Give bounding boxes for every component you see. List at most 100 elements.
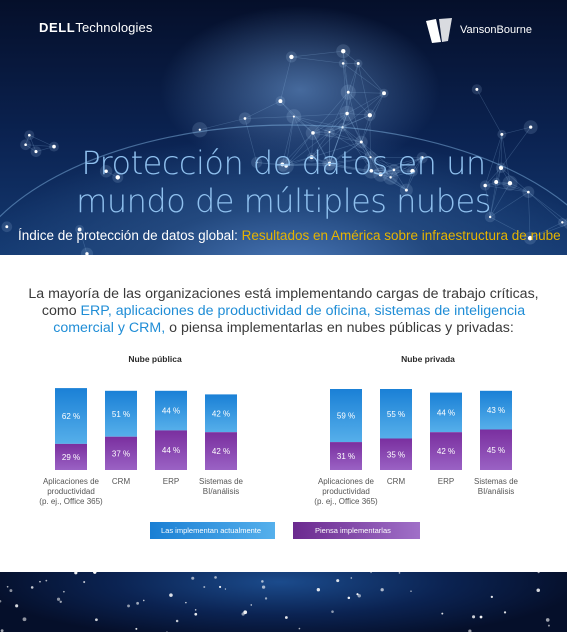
globe-horizon (0, 124, 567, 218)
category-label: ERP (163, 477, 179, 486)
light-dot (77, 227, 82, 232)
light-dot (30, 586, 34, 589)
light-dot (537, 572, 540, 574)
light-dot (359, 140, 363, 144)
light-dot (479, 615, 483, 619)
data-label-planned: 42 % (212, 447, 230, 456)
light-dot (370, 572, 372, 574)
light-dot (83, 581, 86, 584)
light-dot (507, 180, 513, 186)
light-dot (45, 579, 48, 582)
light-dot (536, 588, 540, 592)
light-dot (483, 183, 487, 188)
light-dot (194, 609, 197, 611)
bar-implemented (155, 390, 187, 431)
light-dot (6, 585, 9, 588)
page-subtitle: Índice de protección de datos global: Re… (18, 228, 561, 243)
light-dot (357, 594, 361, 598)
data-label-implemented: 62 % (62, 412, 80, 421)
vansonbourne-logo: VansonBourne (424, 15, 532, 45)
data-label-planned: 35 % (387, 450, 405, 459)
light-dot (380, 588, 384, 592)
data-label-planned: 29 % (62, 453, 80, 462)
network-lights-background (0, 572, 550, 632)
light-dot (527, 235, 533, 241)
data-label-implemented: 55 % (387, 410, 405, 419)
light-dot (34, 150, 38, 154)
light-dot (311, 131, 315, 135)
light-dot (392, 168, 396, 172)
light-dot (104, 169, 108, 173)
light-dot (0, 629, 4, 632)
light-dot (95, 618, 98, 622)
light-dot (224, 588, 227, 590)
data-label-implemented: 42 % (212, 409, 230, 418)
light-dot (264, 597, 268, 600)
category-label: Aplicaciones de productividad (p. ej., Off… (39, 477, 103, 506)
light-dot (22, 617, 27, 622)
data-label-planned: 44 % (162, 446, 180, 455)
bar-implemented (380, 389, 412, 439)
light-dot (382, 91, 386, 96)
light-dot (490, 595, 494, 599)
light-dot (39, 580, 41, 583)
chart-title: Nube privada (401, 354, 455, 364)
light-dot (255, 161, 258, 164)
category-label: CRM (387, 477, 406, 486)
light-dot (5, 225, 9, 229)
light-dot (115, 175, 121, 180)
bar-implemented (105, 390, 137, 437)
light-dot (284, 616, 288, 619)
light-dot (347, 596, 351, 600)
light-dot (345, 111, 349, 116)
network-lines (25, 50, 567, 254)
light-dot (545, 618, 550, 622)
light-dot (250, 604, 252, 606)
light-dot (350, 577, 353, 579)
light-dot (331, 610, 334, 613)
light-dot (93, 572, 97, 574)
bar-implemented (330, 389, 362, 443)
light-dot (74, 572, 78, 575)
light-dot (500, 132, 504, 136)
light-dot (241, 612, 245, 616)
light-dot (378, 172, 383, 177)
light-dot (527, 190, 530, 194)
bar-implemented (205, 394, 237, 433)
light-dot (175, 619, 179, 623)
light-dot (346, 90, 350, 94)
light-dot (261, 580, 264, 583)
page-title: Protección de datos en un mundo de múlti… (76, 144, 491, 220)
light-dot (328, 131, 331, 134)
bar-implemented (480, 390, 512, 430)
bar-planned (155, 430, 187, 470)
light-glow (80, 247, 94, 255)
light-dot (309, 155, 314, 160)
light-dot (185, 601, 187, 604)
light-dot (243, 117, 247, 120)
light-dot (28, 133, 31, 137)
light-dot (336, 579, 340, 583)
cloud-workload-charts: Nube pública 62 % 29 % Aplicaciones de produ… (39, 354, 519, 506)
light-dot (494, 180, 499, 184)
data-label-planned: 31 % (337, 452, 355, 461)
category-label: CRM (112, 477, 131, 486)
data-label-implemented: 59 % (337, 412, 355, 421)
light-dot (389, 176, 392, 179)
light-dot (498, 165, 504, 170)
light-dot (59, 600, 62, 603)
bar-planned (480, 429, 512, 470)
light-dot (191, 576, 195, 580)
dell-technologies-logo: DELLTechnologies (39, 20, 153, 35)
light-dot (284, 164, 288, 168)
globe-network-background (0, 44, 567, 255)
category-label: Sistemas de BI/análisis (474, 477, 519, 496)
data-label-planned: 42 % (437, 447, 455, 456)
legend-implemented: Las implementan actualmente (150, 522, 275, 539)
light-dot (488, 215, 492, 219)
light-dot (9, 589, 13, 593)
light-dot (0, 599, 2, 603)
light-dot (278, 99, 283, 104)
light-glow (563, 218, 567, 229)
light-dot (547, 624, 550, 627)
